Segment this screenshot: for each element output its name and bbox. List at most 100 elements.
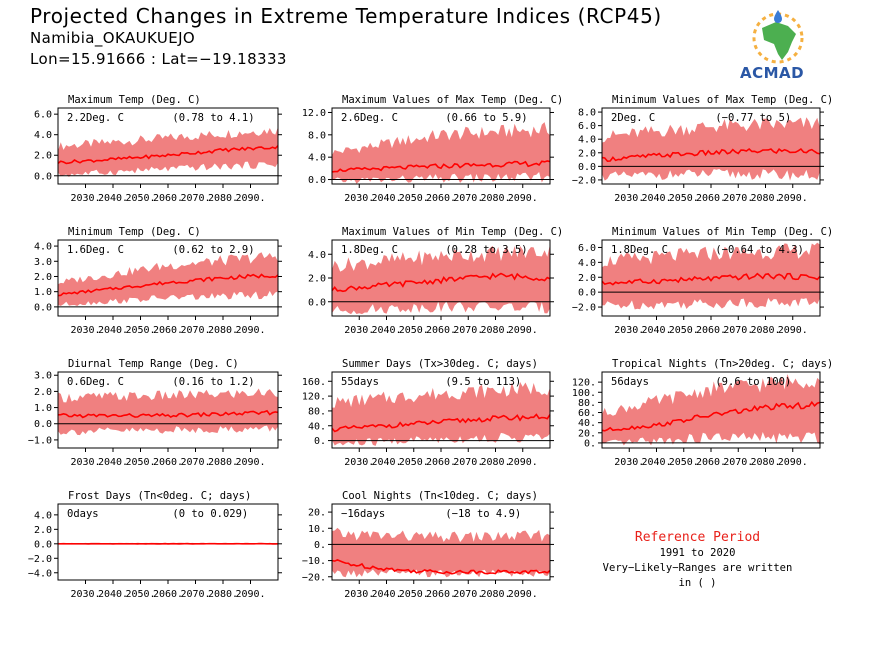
- y-tick-label: 12.0: [302, 108, 326, 119]
- chart-panel: 0. 40. 80. 120. 160. 2030.2040.2050.2060.2070…: [302, 358, 554, 468]
- y-tick-label: 0.0: [34, 171, 52, 182]
- x-tick-label: 2050.: [399, 325, 429, 336]
- reference-title: Reference Period: [634, 530, 761, 545]
- median-line: [57, 273, 279, 297]
- y-tick-label: 8.0: [308, 130, 326, 141]
- chart-panel: −2.0 0.0 2.0 4.0 6.0 2030.2040.2050.2060.2070…: [572, 226, 833, 336]
- x-tick-label: 2070.: [180, 325, 210, 336]
- station-name: Namibia_OKAUKUEJO: [30, 29, 196, 47]
- x-tick-label: 2070.: [723, 457, 753, 468]
- x-tick-label: 2090.: [508, 457, 538, 468]
- y-tick-label: 2.0: [34, 387, 52, 398]
- y-tick-label: 2.0: [308, 274, 326, 285]
- x-tick-label: 2060.: [696, 457, 726, 468]
- x-tick-label: 2080.: [480, 589, 510, 600]
- likely-range-band: [602, 117, 820, 181]
- y-tick-label: 40.: [308, 421, 326, 432]
- likely-range-band: [602, 374, 820, 446]
- y-tick-label: 0.0: [34, 302, 52, 313]
- x-tick-label: 2060.: [153, 193, 183, 204]
- x-tick-label: 2080.: [208, 325, 238, 336]
- x-tick-label: 2080.: [750, 193, 780, 204]
- y-tick-label: 4.0: [308, 153, 326, 164]
- change-value-label: −16days: [341, 508, 385, 520]
- likely-range-band: [58, 126, 278, 177]
- header: Projected Changes in Extreme Temperature…: [30, 4, 662, 70]
- y-tick-label: 4.0: [34, 242, 52, 253]
- chart-panel: 0.0 2.0 4.0 2030.2040.2050.2060.2070.2080.2…: [308, 226, 563, 336]
- x-tick-label: 2070.: [180, 457, 210, 468]
- x-tick-label: 2090.: [778, 193, 808, 204]
- drop-icon: [774, 10, 782, 23]
- x-tick-label: 2070.: [453, 193, 483, 204]
- change-value-label: 0days: [67, 508, 99, 520]
- chart-title: Summer Days (Tx>30deg. C; days): [342, 358, 538, 370]
- x-tick-label: 2060.: [153, 457, 183, 468]
- y-tick-label: 6.0: [578, 243, 596, 254]
- x-tick-label: 2070.: [723, 193, 753, 204]
- chart-title: Cool Nights (Tn<10deg. C; days): [342, 490, 538, 502]
- likely-range-label: (−0.64 to 4.3): [715, 244, 804, 256]
- y-tick-label: −2.0: [28, 554, 52, 565]
- median-line: [601, 147, 821, 162]
- x-tick-label: 2050.: [125, 325, 155, 336]
- y-tick-label: 2.0: [34, 151, 52, 162]
- y-tick-label: 80.: [578, 398, 596, 409]
- chart-title: Maximum Values of Min Temp (Deg. C): [342, 226, 563, 238]
- x-tick-label: 2060.: [153, 325, 183, 336]
- likely-range-label: (0 to 0.029): [172, 508, 248, 520]
- y-tick-label: −4.0: [28, 568, 52, 579]
- x-tick-label: 2090.: [778, 457, 808, 468]
- median-line: [601, 400, 821, 432]
- chart-panel: −20. −10. 0. 10. 20. 2030.2040.2050.2060.2070…: [302, 490, 554, 600]
- y-tick-label: 1.0: [34, 403, 52, 414]
- x-tick-label: 2070.: [180, 193, 210, 204]
- x-tick-label: 2030.: [614, 457, 644, 468]
- x-tick-label: 2090.: [235, 589, 265, 600]
- y-tick-label: −2.0: [572, 303, 596, 314]
- reference-period-box: Reference Period 1991 to 2020 Very−Likel…: [595, 530, 800, 591]
- y-tick-label: 8.0: [578, 108, 596, 119]
- reference-note: Very−Likely−Ranges are written in ( ): [602, 562, 793, 589]
- chart-panel: 0.0 1.0 2.0 3.0 4.0 2030.2040.2050.2060.2070.…: [34, 226, 282, 336]
- y-tick-label: 4.0: [578, 258, 596, 269]
- likely-range-band: [332, 244, 550, 315]
- x-tick-label: 2070.: [453, 325, 483, 336]
- x-tick-label: 2030.: [70, 193, 100, 204]
- x-tick-label: 2060.: [426, 589, 456, 600]
- x-tick-label: 2080.: [750, 325, 780, 336]
- x-tick-label: 2040.: [98, 325, 128, 336]
- y-tick-label: 2.0: [34, 525, 52, 536]
- y-tick-label: 0.0: [578, 288, 596, 299]
- x-tick-label: 2050.: [125, 193, 155, 204]
- y-tick-label: 6.0: [34, 110, 52, 121]
- y-tick-label: −10.: [302, 556, 326, 567]
- likely-range-band: [332, 381, 550, 446]
- y-tick-label: 0.: [584, 438, 596, 449]
- x-tick-label: 2080.: [480, 193, 510, 204]
- chart-title: Diurnal Temp Range (Deg. C): [68, 358, 239, 370]
- y-tick-label: 6.0: [578, 121, 596, 132]
- x-tick-label: 2070.: [180, 589, 210, 600]
- x-tick-label: 2080.: [750, 457, 780, 468]
- likely-range-label: (0.28 to 3.5): [445, 244, 527, 256]
- x-tick-label: 2060.: [696, 325, 726, 336]
- likely-range-label: (0.16 to 1.2): [172, 376, 254, 388]
- y-tick-label: 40.: [578, 418, 596, 429]
- x-tick-label: 2060.: [696, 193, 726, 204]
- x-tick-label: 2060.: [153, 589, 183, 600]
- x-tick-label: 2050.: [125, 589, 155, 600]
- change-value-label: 1.8Deg. C: [341, 244, 398, 256]
- y-tick-label: −2.0: [572, 175, 596, 186]
- y-tick-label: 1.0: [34, 287, 52, 298]
- median-line: [331, 413, 551, 433]
- x-tick-label: 2030.: [344, 457, 374, 468]
- y-tick-label: 4.0: [578, 135, 596, 146]
- reference-period: 1991 to 2020: [659, 547, 736, 559]
- chart-panel: −1.0 0.0 1.0 2.0 3.0 2030.2040.2050.2060.2070…: [28, 358, 282, 468]
- y-tick-label: 0.: [314, 436, 326, 447]
- change-value-label: 0.6Deg. C: [67, 376, 124, 388]
- x-tick-label: 2030.: [70, 457, 100, 468]
- likely-range-label: (−18 to 4.9): [445, 508, 521, 520]
